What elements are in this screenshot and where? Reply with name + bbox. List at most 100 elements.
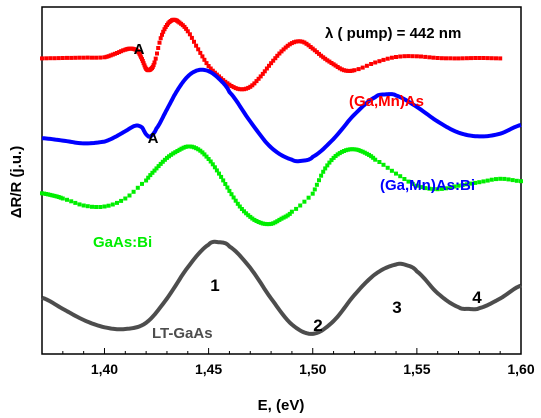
series-point [231, 195, 236, 200]
series-point [402, 177, 407, 181]
series-point [427, 55, 432, 60]
series-point [152, 168, 157, 173]
series-point [329, 61, 334, 65]
series-point [250, 83, 255, 88]
series-point [127, 193, 132, 198]
series-point [77, 202, 82, 207]
series-point [223, 79, 228, 84]
series-point [189, 35, 194, 40]
series-point [246, 213, 251, 218]
series-point [329, 158, 334, 163]
series-point [162, 27, 167, 32]
series-point [389, 168, 394, 173]
series-0 [40, 17, 503, 92]
peak-label-4: 4 [472, 288, 482, 307]
series-point [252, 217, 257, 222]
series-point [310, 191, 315, 196]
series-point [192, 39, 196, 44]
series-point [102, 204, 107, 209]
series-point [194, 146, 199, 151]
x-axis-label: E, (eV) [258, 397, 305, 414]
series-point [494, 56, 498, 61]
series-point [267, 63, 271, 68]
series-point [273, 56, 278, 61]
series-point [250, 216, 255, 221]
series-point [285, 213, 290, 218]
series-point [448, 56, 453, 61]
series-point [406, 54, 411, 59]
series-point [419, 54, 423, 59]
series-point [294, 206, 299, 211]
series-point [173, 150, 178, 155]
series-point [342, 68, 346, 73]
series-point [464, 56, 469, 61]
series-point [98, 55, 103, 60]
series-point [167, 154, 171, 159]
series-point [279, 49, 284, 54]
series-point [144, 178, 149, 183]
series-point [69, 199, 74, 204]
series-point [123, 196, 128, 201]
series-point [439, 186, 444, 191]
series-point [237, 204, 242, 209]
series-point [85, 55, 90, 60]
series-point [337, 66, 342, 71]
series-point [119, 198, 124, 203]
series-point [473, 56, 478, 60]
series-point [161, 29, 166, 34]
series-point [269, 61, 274, 66]
series-point [377, 59, 382, 64]
series-point [223, 182, 228, 186]
y-axis-label: ΔR/R (j.u.) [8, 146, 25, 218]
series-point [198, 148, 203, 153]
series-point [402, 54, 407, 59]
series-point [158, 161, 163, 166]
series-point [339, 67, 344, 72]
series-point [310, 46, 315, 51]
series-point [106, 203, 111, 208]
series-point [233, 198, 238, 203]
series-point [287, 42, 292, 47]
series-point [485, 56, 490, 61]
series-point [300, 39, 305, 44]
series-point [69, 55, 74, 60]
series-1 [41, 67, 522, 164]
series-layer [40, 17, 523, 336]
series-point [212, 165, 217, 170]
series-point [473, 180, 478, 185]
series-point [206, 157, 211, 161]
series-point [306, 43, 311, 48]
series-point [58, 195, 63, 200]
series-point [110, 52, 115, 57]
series-point [90, 55, 94, 60]
series-point [394, 55, 398, 59]
series-label-ltgaas: LT-GaAs [152, 325, 213, 342]
series-point [115, 51, 119, 55]
tick-layer: 1,40 1,45 1,50 1,55 1,60 [41, 348, 535, 377]
series-point [175, 149, 180, 153]
series-point [210, 68, 215, 73]
series-point [485, 178, 490, 183]
series-point [410, 54, 415, 59]
series-point [489, 56, 494, 61]
series-point [264, 222, 269, 227]
series-point [302, 40, 307, 45]
series-point [342, 149, 346, 153]
series-point [469, 56, 473, 61]
series-point [204, 61, 209, 66]
series-point [346, 147, 351, 152]
series-point [106, 54, 111, 59]
series-point [452, 56, 457, 61]
series-point [423, 186, 428, 191]
series-point [314, 50, 319, 55]
series-point [183, 144, 188, 149]
peak-label-a-red: A [134, 41, 145, 58]
series-point [360, 65, 365, 70]
series-point [314, 182, 319, 187]
series-point [321, 169, 326, 174]
series-point [348, 69, 353, 73]
series-point [514, 178, 519, 183]
series-point [119, 49, 124, 54]
x-tick-label: 1,55 [403, 361, 430, 377]
series-point [317, 178, 321, 183]
